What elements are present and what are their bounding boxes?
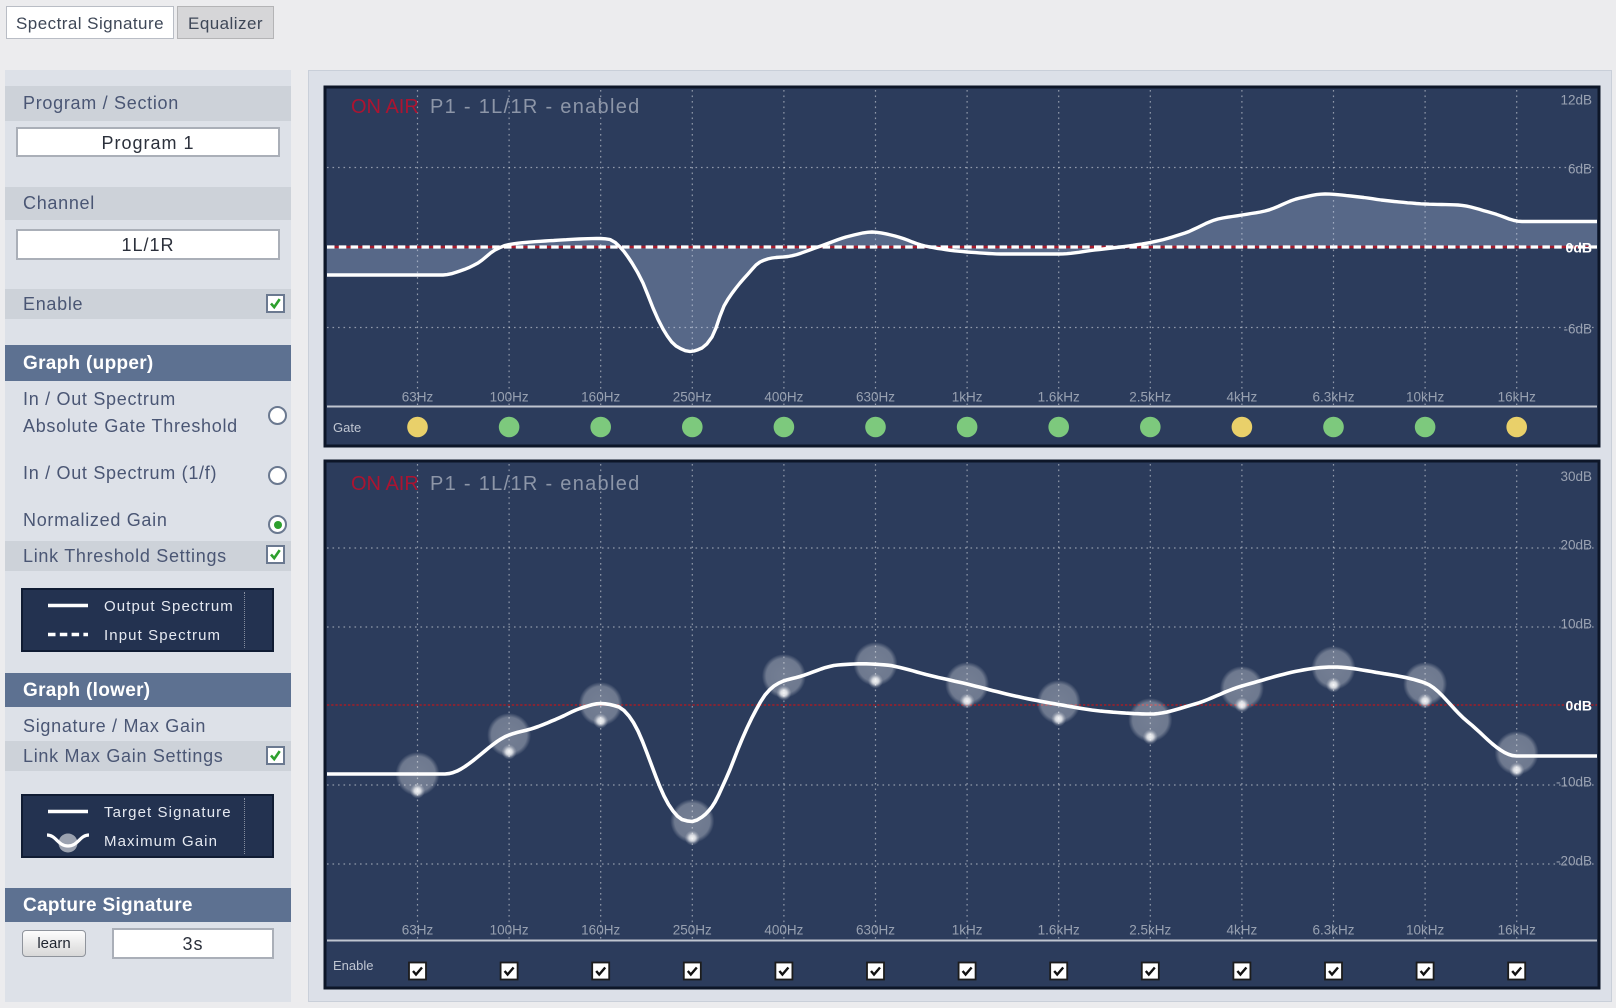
svg-text:630Hz: 630Hz [856, 923, 895, 938]
svg-text:P1 - 1L/1R - enabled: P1 - 1L/1R - enabled [430, 473, 641, 495]
svg-text:Gate: Gate [333, 420, 361, 435]
svg-text:ON AIR: ON AIR [351, 96, 419, 118]
svg-text:16kHz: 16kHz [1498, 390, 1537, 405]
svg-text:100Hz: 100Hz [490, 923, 529, 938]
svg-text:12dB: 12dB [1560, 93, 1592, 108]
svg-text:30dB: 30dB [1560, 469, 1592, 484]
svg-text:400Hz: 400Hz [764, 390, 803, 405]
svg-text:1kHz: 1kHz [952, 390, 983, 405]
svg-text:6dB: 6dB [1568, 162, 1592, 177]
svg-text:10kHz: 10kHz [1406, 390, 1445, 405]
svg-text:1kHz: 1kHz [952, 923, 983, 938]
svg-text:400Hz: 400Hz [764, 923, 803, 938]
svg-text:4kHz: 4kHz [1227, 390, 1258, 405]
svg-text:ON AIR: ON AIR [351, 473, 419, 495]
svg-text:Output Spectrum: Output Spectrum [104, 598, 234, 615]
svg-text:0dB: 0dB [1566, 240, 1592, 256]
svg-text:0dB: 0dB [1566, 698, 1592, 714]
svg-text:P1 - 1L/1R - enabled: P1 - 1L/1R - enabled [430, 96, 641, 118]
svg-text:20dB: 20dB [1560, 538, 1592, 553]
svg-text:Maximum Gain: Maximum Gain [104, 833, 218, 850]
svg-text:10dB: 10dB [1560, 617, 1592, 632]
svg-text:-6dB: -6dB [1563, 322, 1592, 337]
svg-text:160Hz: 160Hz [581, 390, 620, 405]
svg-text:250Hz: 250Hz [673, 923, 712, 938]
svg-text:1.6kHz: 1.6kHz [1038, 390, 1080, 405]
svg-text:Target Signature: Target Signature [104, 804, 232, 821]
svg-text:2.5kHz: 2.5kHz [1129, 923, 1171, 938]
svg-text:10kHz: 10kHz [1406, 923, 1445, 938]
svg-text:1.6kHz: 1.6kHz [1038, 923, 1080, 938]
svg-text:16kHz: 16kHz [1498, 923, 1537, 938]
svg-text:4kHz: 4kHz [1227, 923, 1258, 938]
svg-text:160Hz: 160Hz [581, 923, 620, 938]
svg-text:6.3kHz: 6.3kHz [1312, 923, 1354, 938]
svg-text:63Hz: 63Hz [402, 923, 434, 938]
svg-text:63Hz: 63Hz [402, 390, 434, 405]
svg-text:-10dB: -10dB [1556, 775, 1592, 790]
svg-text:Input Spectrum: Input Spectrum [104, 627, 221, 644]
svg-text:Enable: Enable [333, 958, 373, 973]
svg-text:6.3kHz: 6.3kHz [1312, 390, 1354, 405]
svg-text:250Hz: 250Hz [673, 390, 712, 405]
svg-text:-20dB: -20dB [1556, 854, 1592, 869]
svg-text:2.5kHz: 2.5kHz [1129, 390, 1171, 405]
svg-text:100Hz: 100Hz [490, 390, 529, 405]
svg-text:630Hz: 630Hz [856, 390, 895, 405]
